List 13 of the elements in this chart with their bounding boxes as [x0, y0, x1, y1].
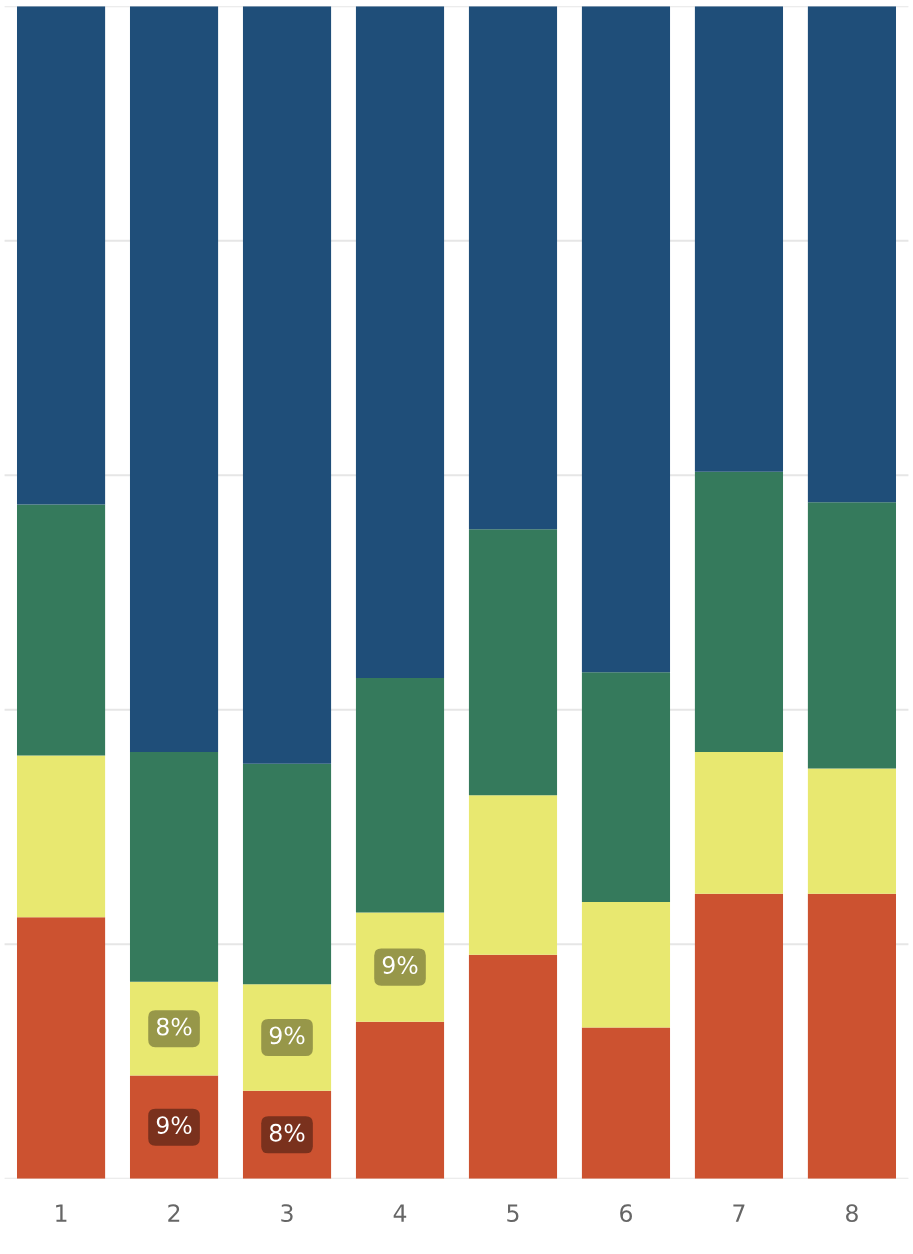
x-tick-label: 2 [168, 1204, 180, 1222]
x-tick-label: 3 [281, 1204, 293, 1223]
data-label: 9% [382, 956, 418, 974]
x-tick-label: 1 [56, 1204, 67, 1222]
data-label: 8% [269, 1123, 305, 1142]
x-tick-label: 4 [393, 1204, 407, 1222]
data-label: 8% [156, 1017, 192, 1036]
x-tick-label: 6 [620, 1204, 632, 1223]
data-label: 9% [269, 1026, 305, 1045]
data-label: 9% [156, 1116, 192, 1135]
x-tick-label: 5 [507, 1204, 519, 1223]
x-tick-label: 8 [846, 1204, 858, 1223]
x-tick-label: 7 [733, 1204, 745, 1222]
